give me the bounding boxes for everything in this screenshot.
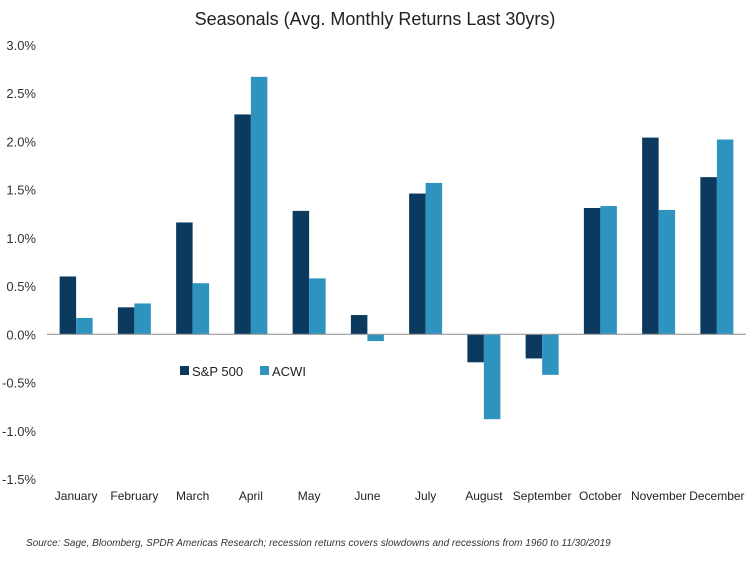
y-tick-label: 3.0%	[6, 38, 36, 53]
legend-label: ACWI	[272, 364, 306, 379]
legend-swatch	[180, 366, 189, 375]
bar-acwi-august	[483, 334, 501, 420]
legend-label: S&P 500	[192, 364, 243, 379]
x-category-label: October	[579, 489, 622, 503]
x-category-label: September	[513, 489, 572, 503]
x-category-label: November	[631, 489, 686, 503]
bar-s-p-500-april	[234, 114, 251, 335]
x-category-label: June	[354, 489, 380, 503]
x-category-label: March	[176, 489, 209, 503]
x-category-label: July	[415, 489, 436, 503]
y-tick-label: 2.0%	[6, 134, 36, 149]
bar-s-p-500-february	[117, 307, 135, 335]
bar-acwi-september	[542, 334, 559, 375]
chart-title: Seasonals (Avg. Monthly Returns Last 30y…	[195, 9, 556, 29]
bar-acwi-may	[309, 278, 326, 335]
bar-acwi-april	[250, 76, 268, 335]
bar-s-p-500-october	[583, 207, 601, 335]
bar-acwi-july	[425, 182, 443, 335]
bar-s-p-500-december	[700, 177, 717, 335]
y-tick-label: 0.0%	[6, 327, 36, 342]
bar-acwi-january	[76, 317, 93, 335]
bar-acwi-february	[134, 303, 151, 335]
bar-acwi-november	[658, 209, 676, 335]
x-category-label: December	[689, 489, 744, 503]
bar-s-p-500-march	[176, 222, 193, 335]
bar-s-p-500-august	[467, 334, 484, 363]
bar-s-p-500-may	[292, 210, 310, 335]
y-tick-label: 1.5%	[6, 183, 36, 198]
bar-acwi-october	[600, 206, 617, 335]
bar-s-p-500-july	[409, 193, 426, 335]
y-tick-label: 2.5%	[6, 86, 36, 101]
bar-s-p-500-june	[350, 315, 368, 335]
x-category-label: January	[55, 489, 98, 503]
y-tick-label: -0.5%	[2, 376, 36, 391]
y-tick-label: -1.0%	[2, 424, 36, 439]
y-tick-label: -1.5%	[2, 472, 36, 487]
legend-swatch	[260, 366, 269, 375]
x-category-label: August	[465, 489, 503, 503]
x-category-label: February	[110, 489, 158, 503]
bar-acwi-december	[716, 139, 734, 335]
y-tick-label: 1.0%	[6, 231, 36, 246]
bar-acwi-june	[367, 334, 384, 342]
bar-s-p-500-november	[642, 137, 659, 335]
bar-s-p-500-january	[59, 276, 77, 335]
bar-s-p-500-september	[525, 334, 543, 359]
y-tick-label: 0.5%	[6, 279, 36, 294]
bar-acwi-march	[192, 283, 210, 335]
x-category-label: May	[298, 489, 321, 503]
x-category-label: April	[239, 489, 263, 503]
source-note: Source: Sage, Bloomberg, SPDR Americas R…	[26, 538, 611, 549]
